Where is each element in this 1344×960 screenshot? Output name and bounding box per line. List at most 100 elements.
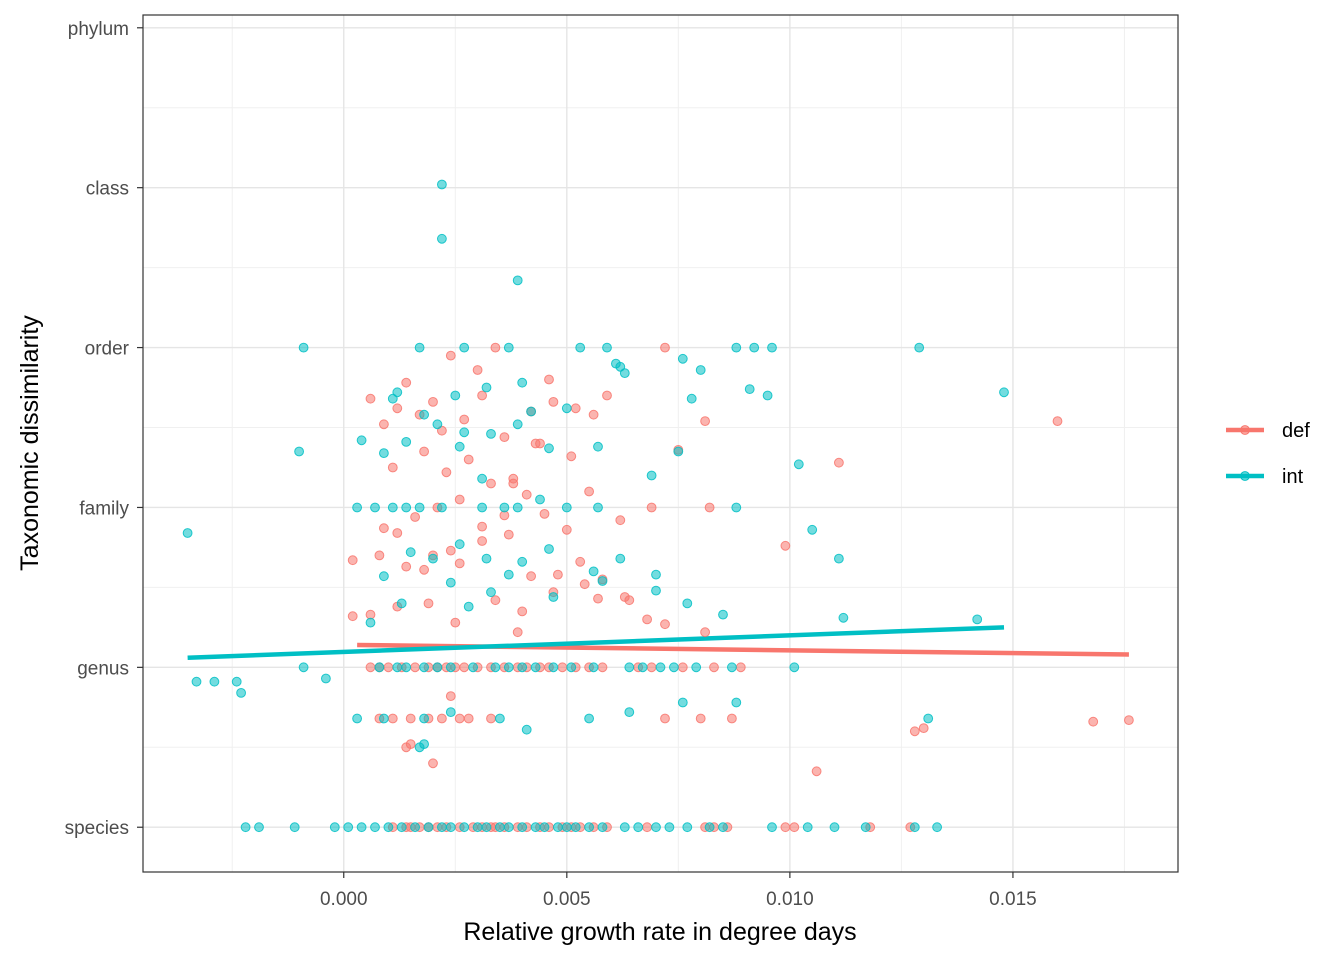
point-def xyxy=(387,713,398,724)
point-def xyxy=(486,713,496,724)
point-def xyxy=(597,662,608,673)
point-int xyxy=(789,662,800,673)
point-int xyxy=(923,713,934,724)
point-int xyxy=(744,384,755,395)
point-int xyxy=(597,576,608,586)
point-int xyxy=(495,713,505,724)
point-int xyxy=(718,609,728,620)
point-def xyxy=(454,558,465,569)
point-int xyxy=(289,822,300,833)
point-def xyxy=(365,609,376,620)
point-def xyxy=(477,536,488,546)
point-int xyxy=(517,556,528,567)
point-int xyxy=(356,822,367,833)
point-int xyxy=(526,406,536,417)
point-int xyxy=(182,528,193,538)
point-int xyxy=(240,822,251,833)
point-int xyxy=(437,822,447,833)
point-def xyxy=(423,598,434,609)
point-int xyxy=(860,822,871,833)
point-int xyxy=(829,822,840,833)
point-def xyxy=(437,713,447,724)
point-def xyxy=(588,409,599,420)
point-int xyxy=(410,822,421,833)
legend: def int xyxy=(1226,420,1310,488)
point-def xyxy=(379,523,389,534)
point-int xyxy=(686,393,697,404)
point-def xyxy=(419,446,430,457)
point-int xyxy=(477,502,488,513)
point-int xyxy=(544,544,554,554)
point-int xyxy=(999,387,1009,398)
point-def xyxy=(548,397,559,407)
point-def xyxy=(642,614,652,625)
point-int xyxy=(352,713,363,724)
point-int xyxy=(695,365,706,375)
point-def xyxy=(512,627,523,638)
point-int xyxy=(624,707,635,717)
point-def xyxy=(1052,416,1063,427)
point-int xyxy=(499,502,510,513)
point-int xyxy=(512,419,523,430)
point-def xyxy=(660,342,670,353)
point-def xyxy=(553,569,563,580)
point-int xyxy=(387,502,398,513)
point-int xyxy=(432,662,443,673)
point-def xyxy=(499,432,510,443)
point-def xyxy=(561,524,572,535)
point-def xyxy=(405,713,416,724)
legend-label-def: def xyxy=(1282,420,1310,442)
point-def xyxy=(575,556,586,567)
data-points xyxy=(182,179,1134,833)
point-def xyxy=(700,627,710,638)
point-def xyxy=(909,726,920,737)
point-int xyxy=(329,822,340,833)
point-def xyxy=(615,515,626,526)
point-int xyxy=(727,662,737,673)
point-int xyxy=(503,342,514,353)
point-def xyxy=(428,758,438,769)
point-int xyxy=(445,577,456,588)
point-int xyxy=(669,662,679,673)
point-def xyxy=(490,595,501,606)
point-int xyxy=(561,822,572,833)
point-def xyxy=(700,416,710,427)
point-def xyxy=(642,822,652,833)
y-tick-label: family xyxy=(79,498,129,519)
point-int xyxy=(584,713,594,724)
point-int xyxy=(387,393,398,404)
point-def xyxy=(677,662,688,673)
point-def xyxy=(526,571,536,582)
point-def xyxy=(383,662,394,673)
point-int xyxy=(718,822,728,833)
point-int xyxy=(503,822,514,833)
point-int xyxy=(651,569,661,580)
point-def xyxy=(918,723,929,733)
point-int xyxy=(691,662,702,673)
point-int xyxy=(539,822,550,833)
point-def xyxy=(459,662,470,673)
point-int xyxy=(838,612,849,623)
x-tick-label: 0.015 xyxy=(989,889,1037,910)
point-int xyxy=(396,822,407,833)
point-int xyxy=(655,662,666,673)
point-def xyxy=(410,512,421,522)
point-def xyxy=(486,478,496,489)
point-def xyxy=(811,766,822,777)
point-int xyxy=(459,427,470,438)
point-int xyxy=(392,662,403,673)
point-int xyxy=(802,822,813,833)
trend-line-int xyxy=(187,625,1005,660)
point-def xyxy=(566,451,577,462)
point-int xyxy=(472,822,483,833)
point-int xyxy=(490,662,501,673)
point-def xyxy=(834,457,844,468)
point-int xyxy=(503,662,514,673)
y-tick-label: order xyxy=(85,339,130,360)
point-int xyxy=(593,441,603,452)
point-def xyxy=(1124,715,1134,725)
point-int xyxy=(619,822,630,833)
point-int xyxy=(731,697,742,708)
point-int xyxy=(503,569,514,580)
